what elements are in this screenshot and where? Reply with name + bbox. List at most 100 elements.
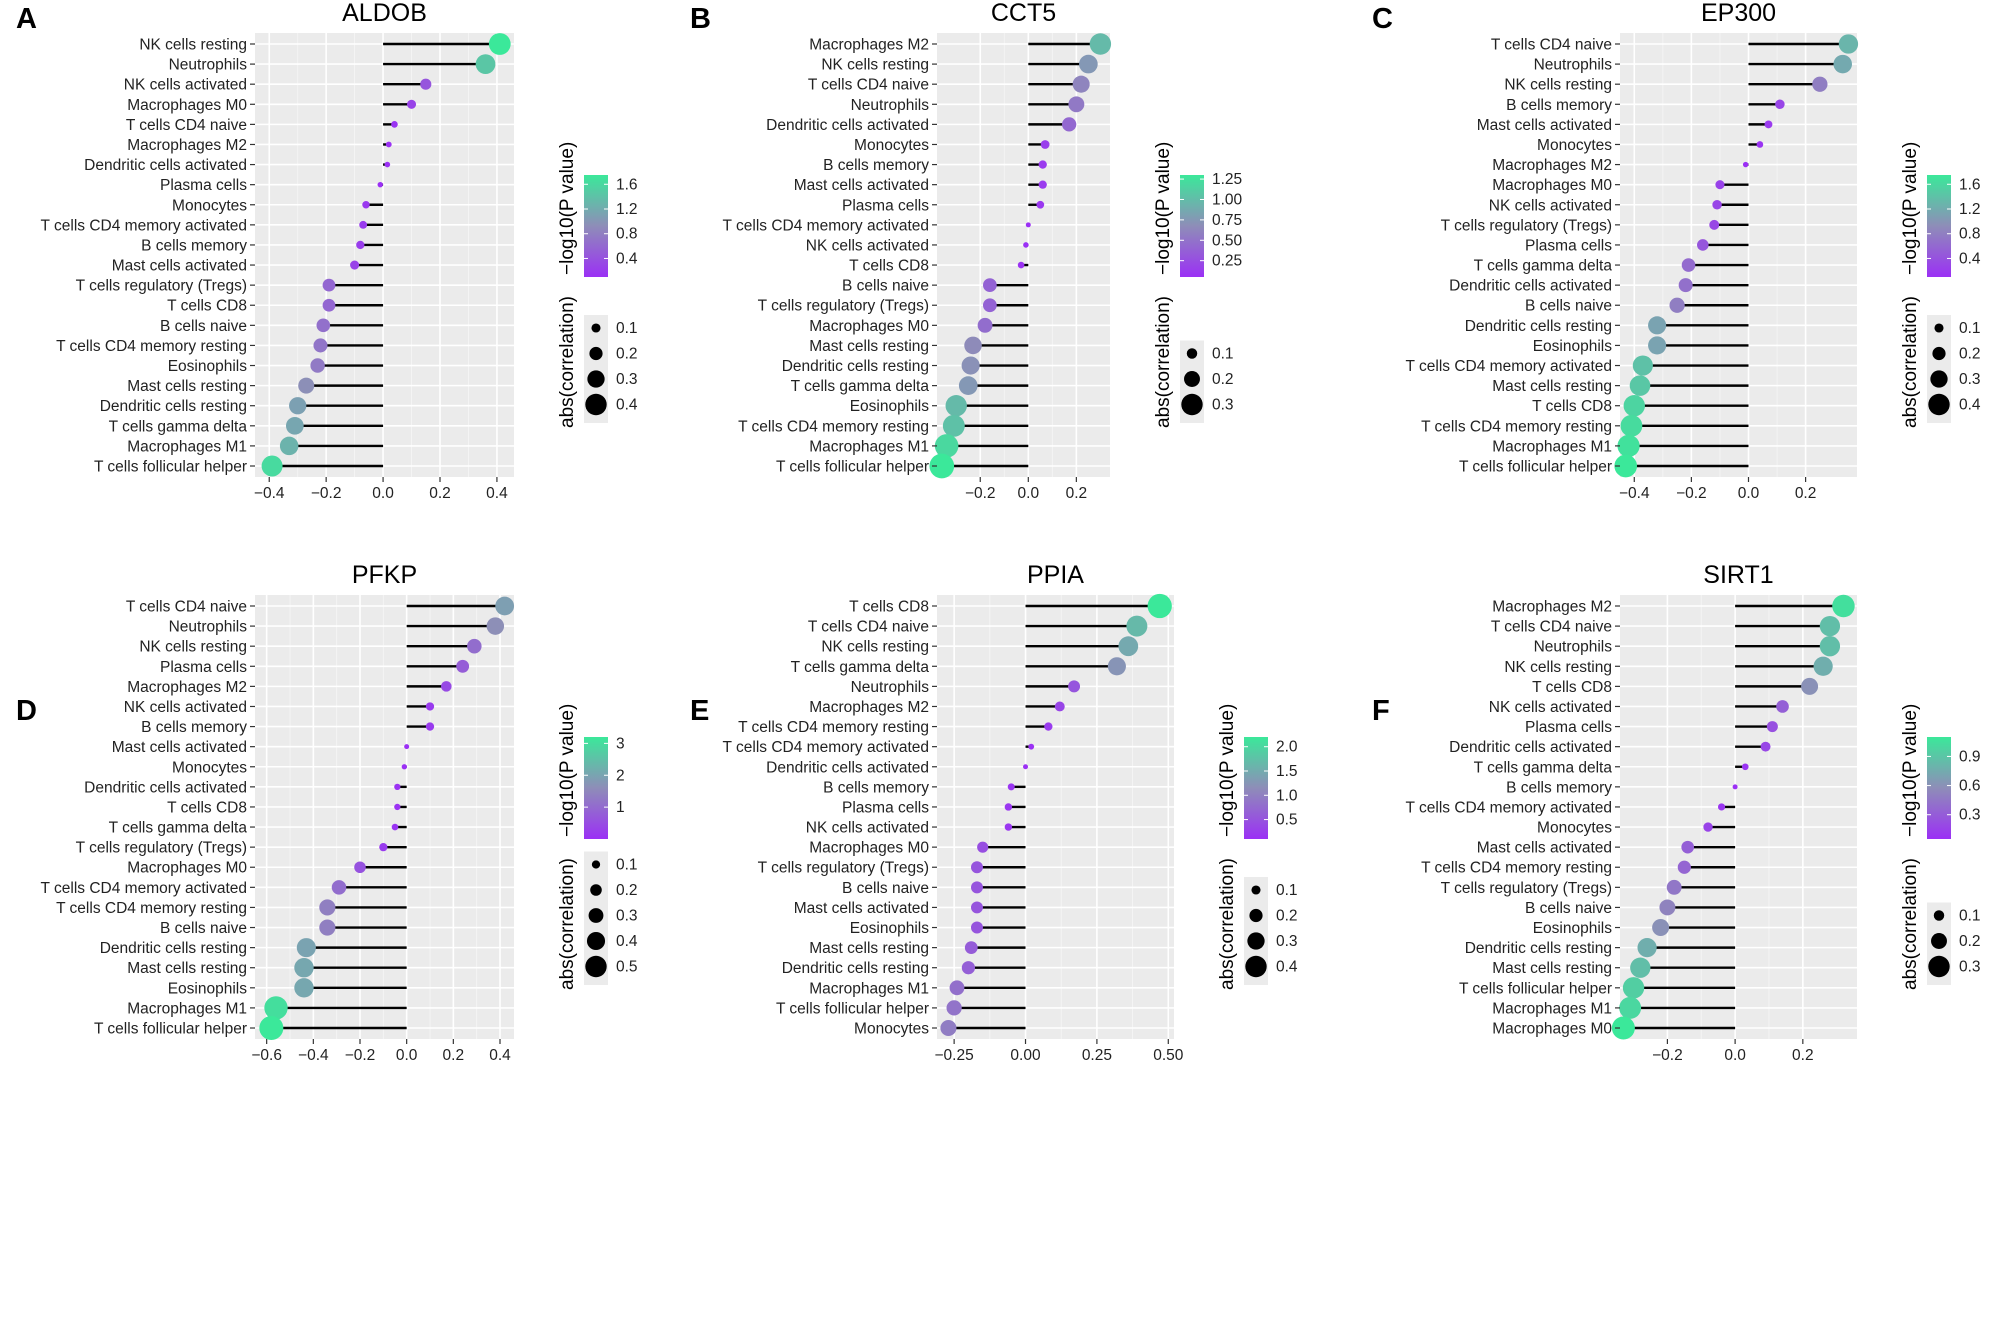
y-tick-label: Monocytes bbox=[1537, 137, 1612, 154]
x-tick-label: −0.4 bbox=[1619, 485, 1650, 502]
size-legend-dot bbox=[1932, 346, 1946, 361]
y-tick-label: Neutrophils bbox=[851, 97, 930, 114]
y-tick-label: B cells memory bbox=[141, 237, 247, 254]
y-tick-label: Mast cells activated bbox=[1477, 840, 1612, 857]
color-legend-title: −log10(P value) bbox=[1217, 704, 1238, 837]
size-legend-label: 0.1 bbox=[616, 320, 638, 337]
y-tick-label: NK cells resting bbox=[821, 639, 929, 656]
y-tick-label: Dendritic cells resting bbox=[782, 358, 929, 375]
lollipop-point bbox=[1659, 899, 1676, 916]
y-tick-label: T cells gamma delta bbox=[1474, 759, 1613, 776]
y-tick-label: NK cells activated bbox=[124, 699, 247, 716]
y-tick-label: Eosinophils bbox=[850, 398, 930, 415]
lollipop-point bbox=[356, 240, 365, 250]
colorbar-tick-label: 1.6 bbox=[1959, 176, 1981, 193]
y-tick-label: NK cells resting bbox=[139, 639, 247, 656]
y-tick-label: T cells CD8 bbox=[1532, 679, 1612, 696]
lollipop-point bbox=[279, 436, 299, 456]
size-legend-title: abs(correlation) bbox=[557, 858, 578, 990]
lollipop-point bbox=[401, 764, 407, 770]
colorbar bbox=[584, 737, 608, 839]
lollipop-point bbox=[1619, 996, 1642, 1019]
y-tick-label: B cells naive bbox=[160, 318, 247, 335]
lollipop-point bbox=[1678, 278, 1693, 293]
lollipop-point bbox=[1040, 140, 1050, 149]
lollipop-point bbox=[970, 861, 983, 874]
lollipop-point bbox=[1697, 239, 1709, 251]
lollipop-point bbox=[310, 358, 325, 373]
size-legend-label: 0.2 bbox=[616, 346, 638, 363]
y-tick-label: NK cells resting bbox=[1504, 77, 1612, 94]
lollipop-point bbox=[488, 33, 511, 55]
colorbar-tick-label: 0.8 bbox=[1959, 226, 1981, 243]
lollipop-point bbox=[1766, 721, 1778, 733]
y-tick-label: B cells naive bbox=[842, 880, 929, 897]
colorbar-tick-label: 1.2 bbox=[616, 201, 638, 218]
y-tick-label: Macrophages M1 bbox=[127, 1000, 247, 1017]
lollipop-point bbox=[261, 455, 283, 477]
lollipop-point bbox=[354, 861, 366, 874]
y-tick-label: Macrophages M0 bbox=[127, 97, 247, 114]
lollipop-point bbox=[1764, 120, 1773, 129]
lollipop-point bbox=[1717, 803, 1726, 811]
size-legend-label: 0.4 bbox=[616, 397, 638, 414]
y-tick-label: T cells CD4 naive bbox=[808, 619, 929, 636]
colorbar-tick-label: 0.9 bbox=[1959, 748, 1981, 765]
size-legend-dot bbox=[1928, 393, 1950, 416]
lollipop-point bbox=[1715, 180, 1725, 190]
lollipop-point bbox=[1611, 1016, 1635, 1040]
y-tick-label: B cells naive bbox=[1525, 900, 1612, 917]
y-tick-label: Dendritic cells resting bbox=[100, 940, 247, 957]
lollipop-point bbox=[1004, 823, 1013, 831]
lollipop-point bbox=[961, 356, 980, 375]
y-tick-label: T cells regulatory (Tregs) bbox=[1441, 880, 1612, 897]
lollipop-point bbox=[420, 78, 432, 90]
y-tick-label: B cells naive bbox=[160, 920, 247, 937]
size-legend-dot bbox=[585, 955, 607, 978]
lollipop-point bbox=[1637, 938, 1657, 958]
lollipop-point bbox=[1776, 700, 1789, 713]
panel-title: CCT5 bbox=[991, 0, 1056, 27]
colorbar-tick-label: 1.00 bbox=[1212, 191, 1243, 208]
x-tick-label: 0.2 bbox=[443, 1047, 465, 1064]
size-legend-label: 0.2 bbox=[1212, 371, 1234, 388]
y-tick-label: T cells gamma delta bbox=[109, 418, 248, 435]
x-tick-label: −0.2 bbox=[345, 1047, 376, 1064]
y-tick-label: T cells CD8 bbox=[167, 298, 247, 315]
lollipop-point bbox=[1147, 593, 1172, 619]
colorbar bbox=[584, 175, 608, 277]
size-legend-label: 0.3 bbox=[1959, 959, 1981, 976]
y-tick-label: T cells gamma delta bbox=[791, 378, 930, 395]
lollipop-point bbox=[1838, 34, 1859, 54]
lollipop-point bbox=[322, 298, 336, 312]
size-legend-title: abs(correlation) bbox=[1153, 296, 1174, 428]
y-tick-label: Neutrophils bbox=[1534, 57, 1613, 74]
size-legend-label: 0.3 bbox=[616, 908, 638, 925]
y-tick-label: T cells gamma delta bbox=[109, 820, 248, 837]
colorbar-tick-label: 2.0 bbox=[1276, 739, 1298, 756]
y-tick-label: T cells follicular helper bbox=[94, 1021, 247, 1038]
x-tick-label: −0.4 bbox=[254, 485, 285, 502]
size-legend-dot bbox=[1251, 885, 1261, 895]
panel-f: −0.2 0.0 0.2 SIRT1 F Macrophages M2 T cells CD… bbox=[1372, 561, 1981, 1064]
lollipop-point bbox=[1620, 414, 1643, 437]
colorbar-tick-label: 0.4 bbox=[1959, 250, 1981, 267]
size-legend-dot bbox=[1931, 933, 1947, 949]
size-legend-dot bbox=[591, 323, 601, 333]
size-legend-label: 0.1 bbox=[616, 857, 638, 874]
y-tick-label: T cells follicular helper bbox=[776, 1000, 929, 1017]
y-tick-label: T cells CD4 memory activated bbox=[1406, 799, 1612, 816]
colorbar-tick-label: 0.5 bbox=[1276, 812, 1298, 829]
y-tick-label: B cells naive bbox=[1525, 298, 1612, 315]
y-tick-label: NK cells resting bbox=[821, 57, 929, 74]
y-tick-label: T cells CD4 memory resting bbox=[56, 900, 247, 917]
y-tick-label: Dendritic cells activated bbox=[1449, 278, 1612, 295]
lollipop-point bbox=[296, 938, 316, 958]
lollipop-point bbox=[1068, 680, 1081, 693]
lollipop-point bbox=[1760, 741, 1771, 752]
size-legend-title: abs(correlation) bbox=[557, 296, 578, 428]
colorbar-tick-label: 1.5 bbox=[1276, 763, 1298, 780]
color-legend-title: −log10(P value) bbox=[557, 704, 578, 837]
y-tick-label: Neutrophils bbox=[169, 619, 248, 636]
y-tick-label: Mast cells activated bbox=[794, 900, 929, 917]
